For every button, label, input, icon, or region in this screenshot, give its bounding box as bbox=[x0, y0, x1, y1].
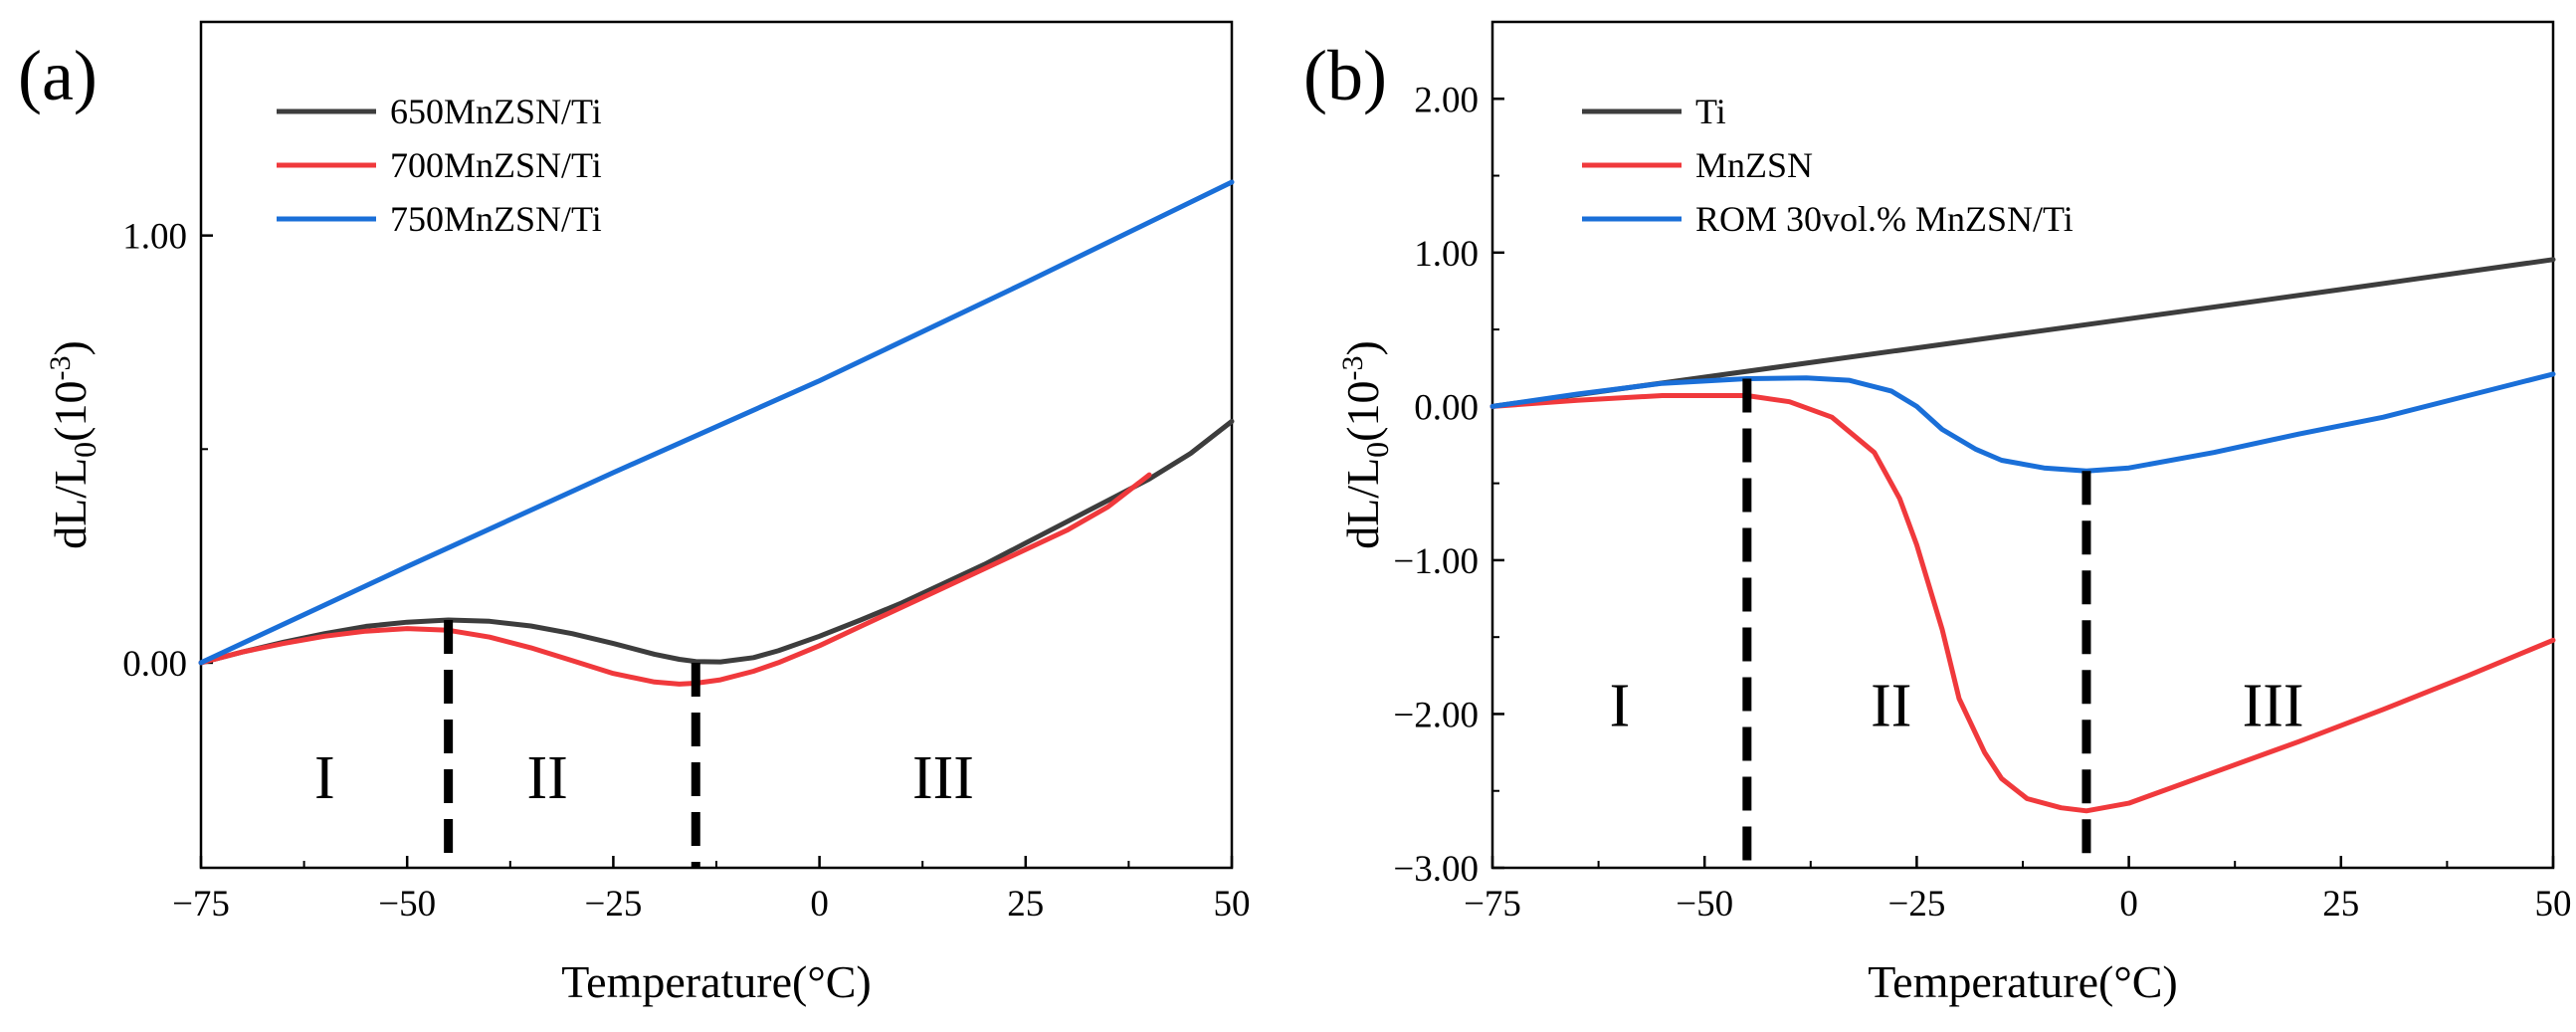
panel-b-plot-frame bbox=[1490, 20, 2555, 870]
panel-a-series-1-line bbox=[198, 472, 1152, 687]
panel-b-x-tick-label: 50 bbox=[2535, 884, 2572, 925]
panel-b-y-tick-label: 0.00 bbox=[1414, 387, 1479, 428]
panel-a-y-axis-title-close: ) bbox=[45, 340, 96, 355]
panel-b-y-axis-title-sub: 0 bbox=[1359, 442, 1395, 458]
panel-a-x-tick-label: −50 bbox=[378, 884, 436, 925]
panel-b-chart: −75 −50 −25 0 25 50 −3.00 −2.00 −1.00 0.00 1.00 2.0… bbox=[1303, 20, 2572, 1007]
panel-b-y-tick-label: −1.00 bbox=[1393, 541, 1479, 582]
panel-a-y-axis-title-sup: -3 bbox=[44, 356, 77, 381]
panel-b-legend-label: ROM 30vol.% MnZSN/Ti bbox=[1695, 199, 2074, 239]
panel-a-x-tick-label: −75 bbox=[172, 884, 230, 925]
panel-a-region-label: II bbox=[526, 744, 567, 812]
panel-a-region-label: I bbox=[314, 744, 335, 812]
panel-b-x-tick-label: −50 bbox=[1676, 884, 1733, 925]
panel-b-x-tick-label: −75 bbox=[1464, 884, 1521, 925]
panel-b-label: (b) bbox=[1303, 36, 1387, 115]
panel-a-y-tick-label: 1.00 bbox=[122, 217, 187, 258]
panel-b-y-axis-title-sup: -3 bbox=[1336, 356, 1369, 381]
panel-b-x-axis-title: Temperature(°C) bbox=[1868, 956, 2177, 1007]
panel-a-y-axis-title: dL/L0(10-3) bbox=[44, 340, 102, 549]
panel-b-y-axis-title-paren: (10 bbox=[1337, 381, 1388, 442]
panel-a-x-tick-label: −25 bbox=[584, 884, 642, 925]
panel-b-y-tick-label: 1.00 bbox=[1414, 234, 1479, 275]
panel-b-series-2-line bbox=[1489, 371, 2556, 474]
panel-b-region-label: I bbox=[1610, 673, 1631, 740]
panel-b-y-axis-title-close: ) bbox=[1337, 340, 1388, 355]
panel-a-legend-label: 700MnZSN/Ti bbox=[390, 145, 602, 185]
panel-a-x-tick-label: 50 bbox=[1214, 884, 1251, 925]
panel-b-x-tick-label: −25 bbox=[1887, 884, 1945, 925]
panel-b-y-tick-label: −2.00 bbox=[1393, 695, 1479, 735]
panel-b-y-tick-label: −3.00 bbox=[1393, 849, 1479, 890]
panel-a-plot-frame bbox=[199, 20, 1234, 870]
panel-b-y-axis-title: dL/L0(10-3) bbox=[1336, 340, 1395, 549]
panel-b-legend-label: Ti bbox=[1695, 92, 1726, 131]
panel-b-legend-label: MnZSN bbox=[1695, 145, 1813, 185]
panel-a-x-axis-title: Temperature(°C) bbox=[561, 956, 871, 1007]
panel-b-region-label: II bbox=[1871, 673, 1911, 740]
panel-a-y-axis-title-paren: (10 bbox=[45, 381, 96, 442]
panel-b-y-axis-title-main: dL/L bbox=[1337, 458, 1388, 549]
panel-a-y-tick-label: 0.00 bbox=[122, 644, 187, 685]
panel-a-y-axis-title-sub: 0 bbox=[67, 442, 102, 458]
panel-b-region-label: III bbox=[2243, 673, 2304, 740]
panel-a-x-tick-label: 25 bbox=[1007, 884, 1044, 925]
panel-a-legend-label: 750MnZSN/Ti bbox=[390, 199, 602, 239]
panel-b-x-tick-label: 25 bbox=[2322, 884, 2359, 925]
panel-b-x-tick-label: 0 bbox=[2119, 884, 2138, 925]
panel-a-legend-label: 650MnZSN/Ti bbox=[390, 92, 602, 131]
panel-a-label: (a) bbox=[18, 36, 98, 115]
panel-a-region-label: III bbox=[912, 744, 974, 812]
panel-a-series-0-line bbox=[198, 418, 1235, 666]
panel-b-series-1-line bbox=[1489, 393, 2556, 814]
panel-b-y-tick-label: 2.00 bbox=[1414, 80, 1479, 120]
panel-a-series-2-line bbox=[198, 179, 1235, 666]
panel-a-chart: −75 −50 −25 0 25 500.001.00I II III650MnZSN/Ti7… bbox=[18, 20, 1251, 1007]
panel-a-x-tick-label: 0 bbox=[810, 884, 829, 925]
panel-a-y-axis-title-main: dL/L bbox=[45, 458, 96, 549]
